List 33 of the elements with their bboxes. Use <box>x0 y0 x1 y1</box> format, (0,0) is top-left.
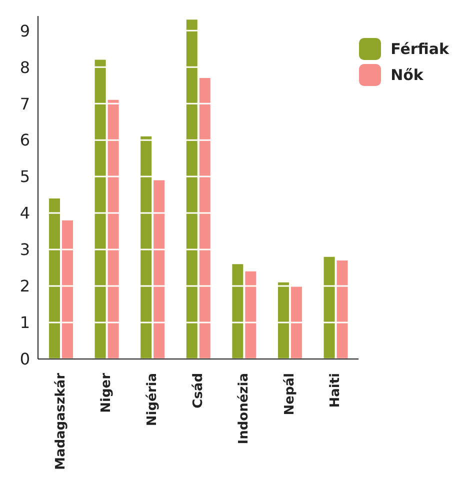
bar <box>62 220 73 359</box>
bar <box>290 286 302 359</box>
y-tick-label: 2 <box>20 276 30 296</box>
y-tick-label: 7 <box>20 94 30 114</box>
bar <box>154 180 165 359</box>
y-tick-label: 6 <box>20 130 30 150</box>
y-tick-label: 4 <box>20 204 30 223</box>
bar <box>49 198 60 359</box>
legend-label: Nők <box>390 66 424 84</box>
bar <box>94 60 106 359</box>
y-tick-label: 5 <box>20 167 30 186</box>
bar <box>186 20 198 359</box>
bar <box>199 78 210 359</box>
y-tick-label: 9 <box>20 21 30 40</box>
x-tick-label: Indonézia <box>236 373 252 444</box>
y-tick-label: 3 <box>20 240 30 260</box>
bar <box>278 282 289 359</box>
x-tick-label: Nigéria <box>144 373 160 426</box>
x-tick-label: Niger <box>99 372 114 413</box>
legend-label: Férfiak <box>390 40 449 58</box>
x-tick-label: Csád <box>190 373 206 408</box>
bar <box>108 100 119 359</box>
bar <box>245 271 256 359</box>
x-tick-label: Haiti <box>328 373 344 408</box>
y-tick-label: 8 <box>20 58 30 77</box>
bar <box>336 260 348 359</box>
bar <box>324 256 335 359</box>
bar <box>232 264 244 359</box>
x-tick-label: Madagaszkár <box>53 372 68 470</box>
y-tick-label: 0 <box>20 350 30 369</box>
x-tick-label: Nepál <box>282 373 298 416</box>
y-tick-label: 1 <box>20 313 30 332</box>
bar <box>140 136 152 359</box>
